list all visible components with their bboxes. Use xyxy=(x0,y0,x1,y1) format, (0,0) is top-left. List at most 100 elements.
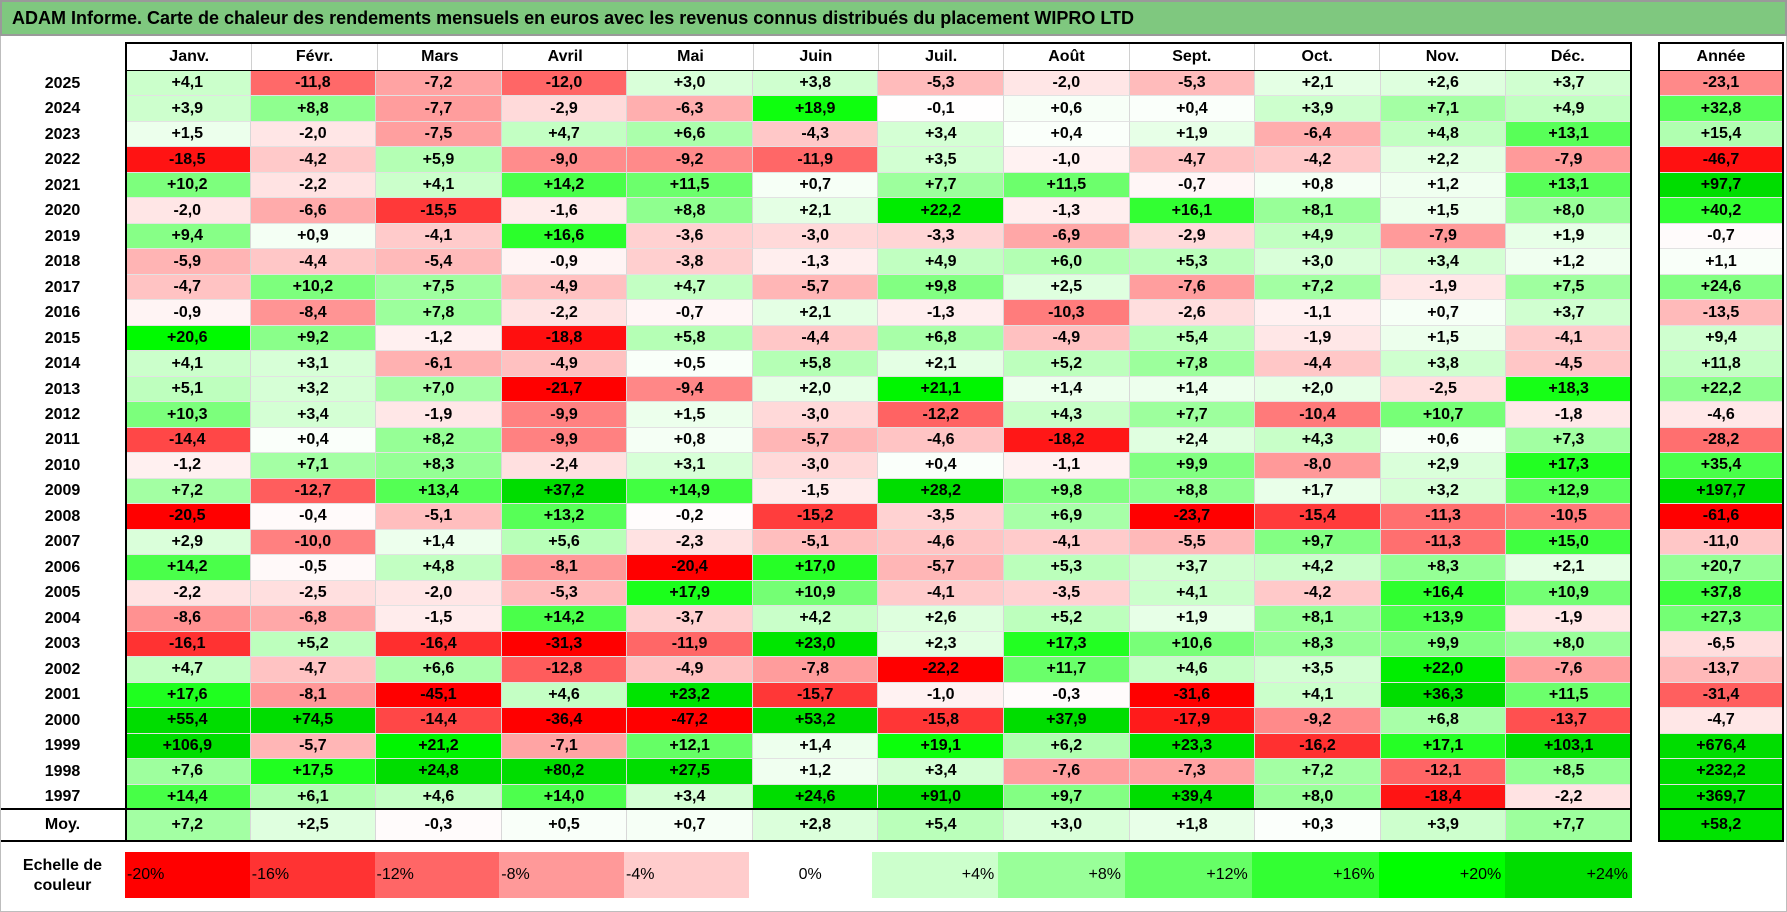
heatmap-cell: +7,5 xyxy=(376,274,502,301)
heatmap-cell: -2,6 xyxy=(1129,300,1256,326)
heatmap-cell: +5,2 xyxy=(250,631,377,658)
heatmap-cell: -6,9 xyxy=(1004,223,1130,250)
heatmap-cell: +53,2 xyxy=(752,708,879,734)
heatmap-cell: -7,9 xyxy=(1506,147,1632,173)
heatmap-cell: -3,7 xyxy=(627,606,753,632)
heatmap-cell: -1,9 xyxy=(1506,606,1632,632)
scale-stop: +8% xyxy=(998,852,1125,898)
heatmap-cell: +2,3 xyxy=(878,631,1005,658)
heatmap-cell: -9,4 xyxy=(627,376,753,403)
heatmap-cell: +0,4 xyxy=(250,427,377,454)
heatmap-cell: -1,2 xyxy=(376,325,502,352)
heatmap-cell: +2,1 xyxy=(752,300,879,326)
heatmap-cell: -4,6 xyxy=(878,529,1005,556)
heatmap-cell: +9,7 xyxy=(1255,529,1381,556)
scale-stop: +12% xyxy=(1125,852,1252,898)
table-row: 1997 +14,4 +6,1 +4,6 +14,0 +3,4 +24,6 +91,0 +9,7… xyxy=(0,784,1632,810)
heatmap-cell: -7,9 xyxy=(1380,223,1507,250)
heatmap-cell: +10,3 xyxy=(125,402,251,428)
heatmap-cell: +6,0 xyxy=(1004,249,1130,275)
annual-cell: +9,4 xyxy=(1660,325,1782,352)
heatmap-cell: +21,1 xyxy=(878,376,1005,403)
scale-stop: 0% xyxy=(748,852,872,898)
heatmap-cell: +8,8 xyxy=(1129,478,1256,505)
heatmap-cell: +6,6 xyxy=(627,121,753,148)
annual-cell: +35,4 xyxy=(1660,453,1782,479)
heatmap-cell: -3,0 xyxy=(752,453,879,479)
heatmap-cell: +7,7 xyxy=(1129,402,1256,428)
heatmap-cell: +4,7 xyxy=(627,274,753,301)
heatmap-cell: +3,1 xyxy=(250,351,377,377)
heatmap-cell: -4,6 xyxy=(878,427,1005,454)
heatmap-cell: -11,3 xyxy=(1380,529,1507,556)
year-label: 2019 xyxy=(44,227,81,245)
heatmap-cell: +2,1 xyxy=(752,198,879,224)
heatmap-cell: +28,2 xyxy=(878,478,1005,505)
heatmap-cell: +9,4 xyxy=(125,223,251,250)
heatmap-cell: -2,2 xyxy=(250,172,377,199)
heatmap-cell: -20,4 xyxy=(627,555,753,581)
heatmap-cell: -11,9 xyxy=(752,147,879,173)
heatmap-cell: -6,6 xyxy=(250,198,377,224)
heatmap-cell: -6,1 xyxy=(376,351,502,377)
annual-cell: -11,0 xyxy=(1660,529,1782,556)
heatmap-cell: -23,7 xyxy=(1129,504,1256,530)
heatmap-cell: +2,4 xyxy=(1129,427,1256,454)
heatmap-cell: +6,8 xyxy=(878,325,1005,352)
table-row: 2018 -5,9 -4,4 -5,4 -0,9 -3,8 -1,3 +4,9 +6,0 +5,3… xyxy=(0,249,1632,275)
heatmap-cell: +1,9 xyxy=(1129,121,1256,148)
heatmap-cell: +37,9 xyxy=(1004,708,1130,734)
heatmap-cell: +7,7 xyxy=(878,172,1005,199)
heatmap-cell: +4,1 xyxy=(376,172,502,199)
heatmap-cell: -47,2 xyxy=(627,708,753,734)
heatmap-cell: -3,6 xyxy=(627,223,753,250)
heatmap-cell: +3,9 xyxy=(125,96,251,122)
month-header-9: Sept. xyxy=(1130,44,1255,70)
heatmap-cell: -4,4 xyxy=(250,249,377,275)
heatmap-cell: +55,4 xyxy=(125,708,251,734)
heatmap-cell: +3,8 xyxy=(1380,351,1507,377)
table-row: 2020 -2,0 -6,6 -15,5 -1,6 +8,8 +2,1 +22,2 -1,3 +1… xyxy=(0,198,1632,224)
heatmap-cell: -1,9 xyxy=(1380,274,1507,301)
heatmap-cell: -4,1 xyxy=(376,223,502,250)
heatmap-cell: +80,2 xyxy=(501,759,628,785)
heatmap-cell: +1,4 xyxy=(1004,376,1130,403)
heatmap-cell: +3,1 xyxy=(627,453,753,479)
heatmap-cell: +7,2 xyxy=(125,478,251,505)
annual-cell: -13,7 xyxy=(1660,657,1782,683)
heatmap-cell: +2,9 xyxy=(125,529,251,556)
heatmap-cell: -2,9 xyxy=(501,96,628,122)
heatmap-cell: +3,9 xyxy=(1255,96,1381,122)
heatmap-cell: +14,4 xyxy=(125,784,251,810)
annual-cell: +232,2 xyxy=(1660,759,1782,785)
heatmap-cell: +4,9 xyxy=(1506,96,1632,122)
heatmap-cell: +3,8 xyxy=(752,71,879,97)
heatmap-cell: -0,5 xyxy=(250,555,377,581)
heatmap-cell: -7,6 xyxy=(1004,759,1130,785)
table-row: 2023 +1,5 -2,0 -7,5 +4,7 +6,6 -4,3 +3,4 +0,4 +1,9… xyxy=(0,121,1632,148)
heatmap-cell: +6,8 xyxy=(1380,708,1507,734)
heatmap-cell: -1,5 xyxy=(376,606,502,632)
year-label: 2001 xyxy=(44,686,81,704)
heatmap-cell: +3,4 xyxy=(250,402,377,428)
heatmap-cell: +14,0 xyxy=(501,784,628,810)
heatmap-cell: +8,3 xyxy=(1255,631,1381,658)
heatmap-cell: -4,7 xyxy=(125,274,251,301)
heatmap-cell: +6,6 xyxy=(376,657,502,683)
heatmap-cell: -8,0 xyxy=(1255,453,1381,479)
scale-stop: -8% xyxy=(499,852,624,898)
month-header-8: Août xyxy=(1004,44,1130,70)
heatmap-cell: -5,7 xyxy=(878,555,1005,581)
heatmap-cell: -15,7 xyxy=(752,682,879,709)
heatmap-cell: -10,4 xyxy=(1255,402,1381,428)
heatmap-cell: -4,9 xyxy=(1004,325,1130,352)
heatmap-cell: -11,8 xyxy=(250,71,377,97)
heatmap-cell: -4,3 xyxy=(752,121,879,148)
heatmap-cell: +8,3 xyxy=(376,453,502,479)
heatmap-cell: +3,5 xyxy=(1255,657,1381,683)
heatmap-cell: +7,1 xyxy=(1380,96,1507,122)
heatmap-cell: +17,3 xyxy=(1506,453,1632,479)
heatmap-cell: +2,9 xyxy=(1380,453,1507,479)
heatmap-cell: +3,0 xyxy=(627,71,753,97)
heatmap-cell: +0,4 xyxy=(1004,121,1130,148)
